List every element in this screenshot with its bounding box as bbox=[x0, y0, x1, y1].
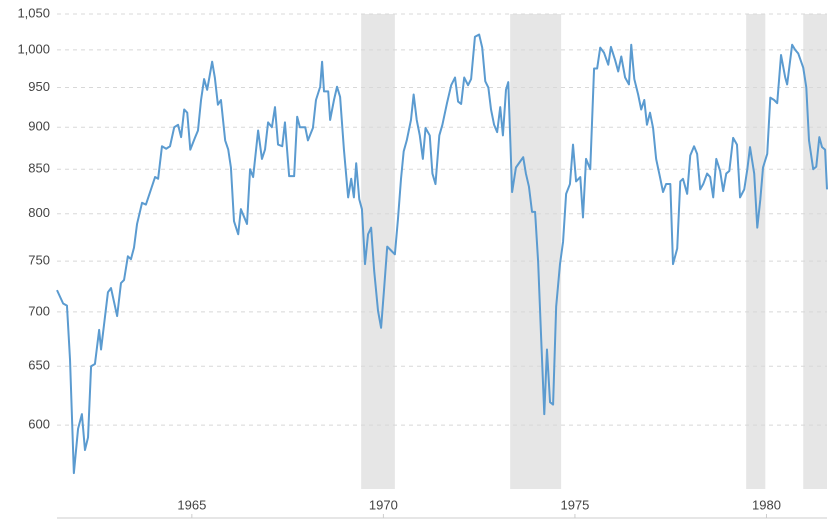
y-tick-label: 900 bbox=[28, 119, 50, 134]
y-tick-label: 600 bbox=[28, 417, 50, 432]
x-tick-label: 1965 bbox=[177, 497, 206, 512]
y-tick-label: 700 bbox=[28, 303, 50, 318]
shaded-range bbox=[510, 14, 562, 489]
y-tick-label: 800 bbox=[28, 205, 50, 220]
y-tick-label: 1,050 bbox=[17, 5, 50, 20]
x-tick-label: 1980 bbox=[752, 497, 781, 512]
y-tick-label: 650 bbox=[28, 358, 50, 373]
line-series bbox=[56, 33, 828, 475]
y-tick-label: 950 bbox=[28, 79, 50, 94]
y-tick-label: 1,000 bbox=[17, 41, 50, 56]
x-tick-label: 1970 bbox=[369, 497, 398, 512]
shaded-range bbox=[746, 14, 766, 489]
y-tick-label: 750 bbox=[28, 253, 50, 268]
y-tick-label: 850 bbox=[28, 161, 50, 176]
x-tick-label: 1975 bbox=[560, 497, 589, 512]
